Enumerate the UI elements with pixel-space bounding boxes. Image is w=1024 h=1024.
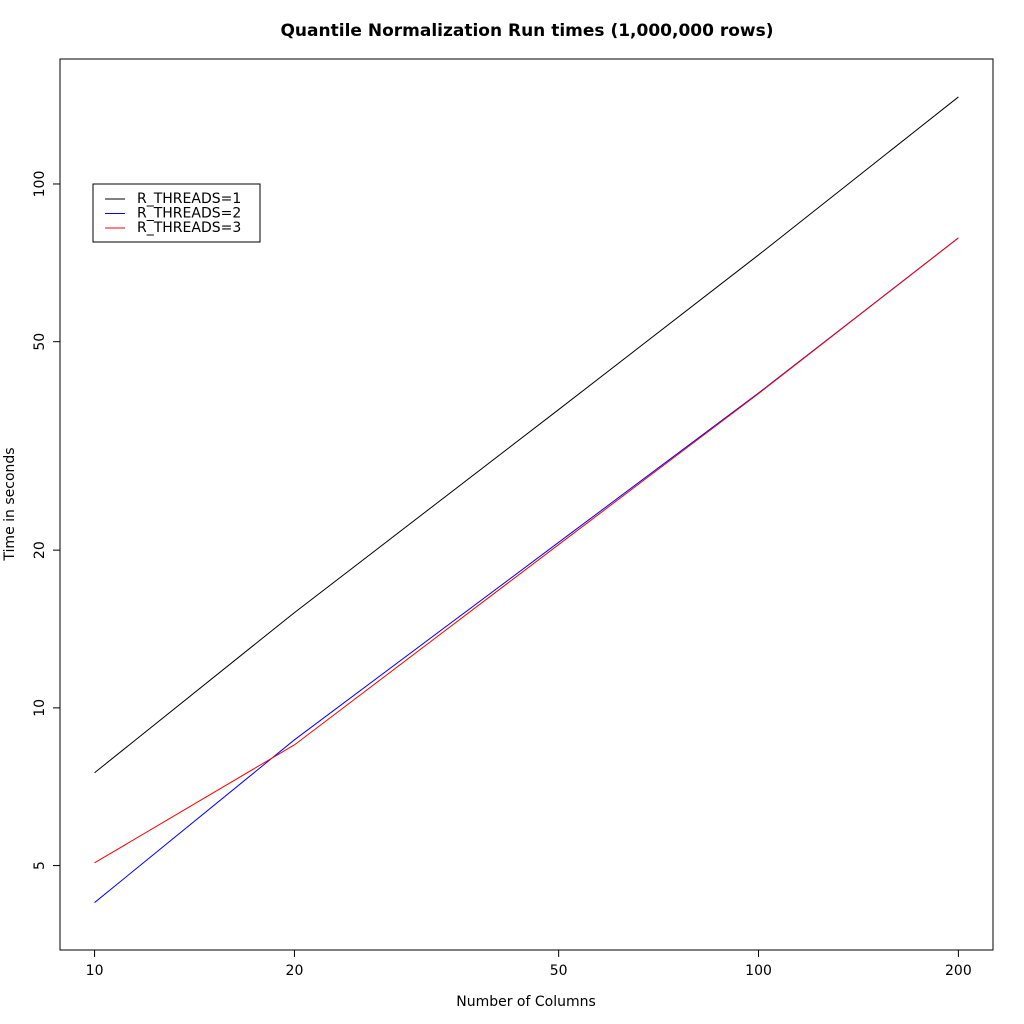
legend-label: R_THREADS=1 xyxy=(137,191,241,207)
x-tick-label: 20 xyxy=(286,963,304,979)
y-axis-label: Time in seconds xyxy=(2,447,18,561)
x-tick-label: 10 xyxy=(86,963,104,979)
legend-label: R_THREADS=2 xyxy=(137,206,241,222)
plot-frame xyxy=(59,58,994,951)
y-tick-label: 50 xyxy=(32,333,48,351)
x-tick-label: 100 xyxy=(745,963,772,979)
x-axis-label: Number of Columns xyxy=(456,994,596,1010)
series-line xyxy=(94,96,959,774)
y-tick-label: 10 xyxy=(32,699,48,717)
chart-title: Quantile Normalization Run times (1,000,… xyxy=(280,21,773,41)
legend-label: R_THREADS=3 xyxy=(137,220,241,236)
y-tick-label: 20 xyxy=(32,541,48,559)
y-tick-label: 5 xyxy=(32,861,48,870)
x-tick-label: 200 xyxy=(945,963,972,979)
series-line xyxy=(94,237,959,864)
x-tick-label: 50 xyxy=(550,963,568,979)
y-tick-label: 100 xyxy=(32,171,48,198)
